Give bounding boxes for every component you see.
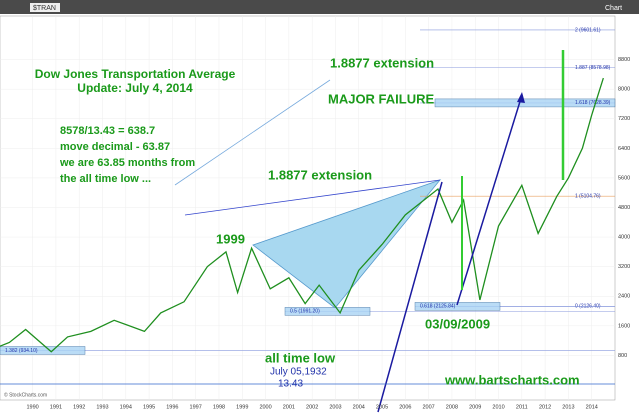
x-tick-label: 1995 xyxy=(143,404,155,410)
level-label: 1.887 (8578.98) xyxy=(575,65,611,71)
subtitle: Update: July 4, 2014 xyxy=(77,81,193,95)
x-tick-label: 2009 xyxy=(469,404,481,410)
arrow-line xyxy=(456,94,523,306)
arrow-line xyxy=(377,181,443,413)
y-tick-label: 8000 xyxy=(618,87,630,93)
note: 8578/13.43 = 638.7 xyxy=(60,125,155,137)
annotation: July 05,1932 xyxy=(270,367,327,378)
symbol: $TRAN xyxy=(33,5,56,12)
annotation: 1.8877 extension xyxy=(330,55,434,70)
level-label: 0.5 (1991.20) xyxy=(290,309,320,315)
y-tick-label: 4800 xyxy=(618,205,630,211)
price-line xyxy=(0,77,604,353)
x-tick-label: 1996 xyxy=(166,404,178,410)
y-tick-label: 5600 xyxy=(618,175,630,181)
annotation: 03/09/2009 xyxy=(425,316,490,331)
level-label: 1 (5104.76) xyxy=(575,194,601,200)
x-tick-label: 2014 xyxy=(586,404,598,410)
annotation: www.bartscharts.com xyxy=(444,372,580,387)
annotation: MAJOR FAILURE xyxy=(328,91,435,106)
x-tick-label: 2005 xyxy=(376,404,388,410)
annotation: all time low xyxy=(265,350,336,365)
y-tick-label: 1600 xyxy=(618,323,630,329)
price xyxy=(0,77,604,353)
x-tick-label: 2003 xyxy=(329,404,341,410)
annotation: 13.43 xyxy=(278,379,303,390)
x-tick-label: 2001 xyxy=(283,404,295,410)
level-label: 2 (9601.61) xyxy=(575,27,601,33)
y-tick-label: 800 xyxy=(618,353,627,359)
annotation: 1.8877 extension xyxy=(268,167,372,182)
x-tick-label: 2004 xyxy=(353,404,365,410)
x-tick-label: 2002 xyxy=(306,404,318,410)
y-tick-label: 7200 xyxy=(618,116,630,122)
level-label: 1.382 (934.10) xyxy=(5,348,38,354)
x-tick-label: 1990 xyxy=(26,404,38,410)
arrow-head xyxy=(517,92,525,103)
x-tick-label: 2007 xyxy=(423,404,435,410)
level-label: 1.618 (7628.39) xyxy=(575,100,611,106)
x-tick-label: 2010 xyxy=(492,404,504,410)
x-tick-label: 1991 xyxy=(50,404,62,410)
x-tick-label: 2008 xyxy=(446,404,458,410)
toolbar xyxy=(0,0,639,14)
title: Dow Jones Transportation Average xyxy=(35,67,236,81)
ext-line xyxy=(184,179,441,216)
annotation: 1999 xyxy=(216,231,245,246)
x-tick-label: 1994 xyxy=(120,404,132,410)
note: we are 63.85 months from xyxy=(59,157,195,169)
x-tick-label: 1999 xyxy=(236,404,248,410)
y-tick-label: 3200 xyxy=(618,264,630,270)
y-tick-label: 8800 xyxy=(618,57,630,63)
x-tick-label: 1993 xyxy=(96,404,108,410)
x-tick-label: 2006 xyxy=(399,404,411,410)
x-tick-label: 1998 xyxy=(213,404,225,410)
note: the all time low ... xyxy=(60,173,151,185)
symbol-box[interactable] xyxy=(30,3,60,12)
chart-button[interactable]: Chart xyxy=(605,5,622,12)
note: move decimal - 63.87 xyxy=(60,141,170,153)
levels: 2 (9601.61) 1.887 (8578.98) 1.618 (7628.39… xyxy=(0,27,616,355)
level-box xyxy=(434,98,616,108)
grid xyxy=(0,16,615,400)
y-tick-label: 2400 xyxy=(618,294,630,300)
level-box xyxy=(0,346,86,355)
footer: © StockCharts.com xyxy=(4,391,47,398)
pattern-triangle xyxy=(252,179,442,309)
y-tick-label: 6400 xyxy=(618,146,630,152)
x-tick-label: 1997 xyxy=(190,404,202,410)
level-box xyxy=(284,307,371,316)
x-tick-label: 2013 xyxy=(562,404,574,410)
x-tick-label: 2011 xyxy=(516,404,528,410)
x-tick-label: 2000 xyxy=(259,404,271,410)
x-tick-label: 1992 xyxy=(73,404,85,410)
level-label: 0 (2126.40) xyxy=(575,304,601,310)
y-tick-label: 4000 xyxy=(618,235,630,241)
x-tick-label: 2012 xyxy=(539,404,551,410)
level-label: 0.618 (2125.84) xyxy=(420,304,456,310)
pointer-line xyxy=(174,79,331,186)
